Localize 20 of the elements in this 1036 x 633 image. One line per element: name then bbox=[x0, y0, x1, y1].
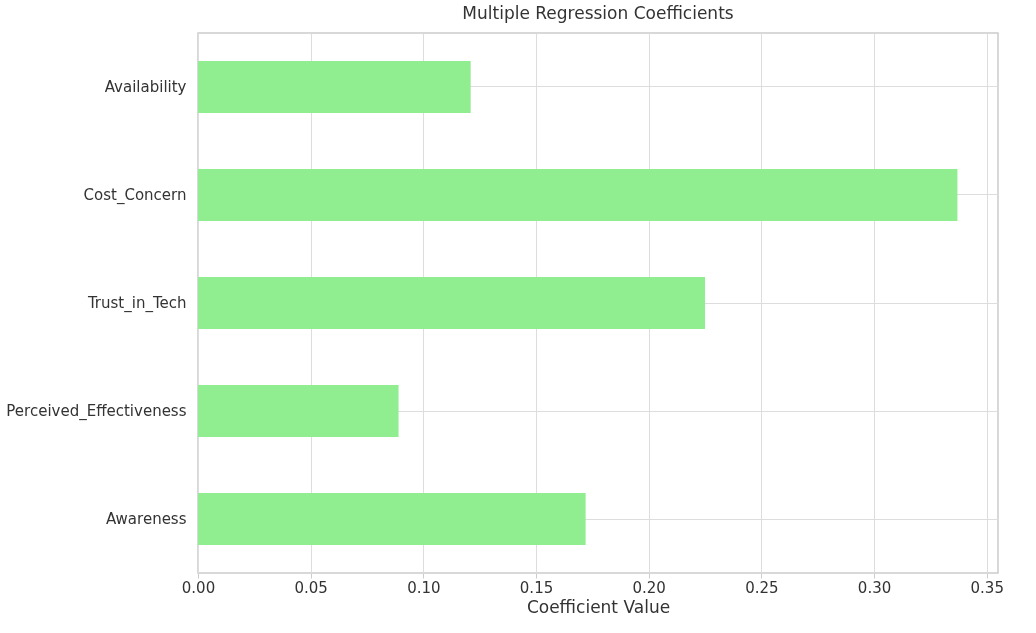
y-tick-label: Perceived_Effectiveness bbox=[6, 402, 187, 421]
x-tick-label: 0.10 bbox=[407, 578, 441, 597]
y-tick-label: Awareness bbox=[105, 510, 187, 528]
bar bbox=[198, 169, 958, 221]
x-axis-title: Coefficient Value bbox=[526, 596, 671, 617]
y-tick-label: Cost_Concern bbox=[83, 186, 187, 205]
x-tick-label: 0.15 bbox=[519, 578, 554, 597]
chart-title: Multiple Regression Coefficients bbox=[462, 3, 734, 23]
bar bbox=[198, 385, 399, 437]
x-tick-label: 0.35 bbox=[970, 578, 1004, 597]
x-tick-label: 0.05 bbox=[294, 578, 328, 597]
y-tick-label: Trust_in_Tech bbox=[86, 294, 187, 313]
x-tick-label: 0.30 bbox=[857, 578, 892, 597]
bar bbox=[198, 493, 586, 545]
x-tick-label: 0.00 bbox=[181, 578, 216, 597]
y-tick-label: Availability bbox=[104, 78, 187, 96]
x-tick-label: 0.25 bbox=[745, 578, 779, 597]
bar bbox=[198, 277, 706, 329]
bar bbox=[198, 61, 471, 113]
x-tick-label: 0.20 bbox=[632, 578, 666, 597]
